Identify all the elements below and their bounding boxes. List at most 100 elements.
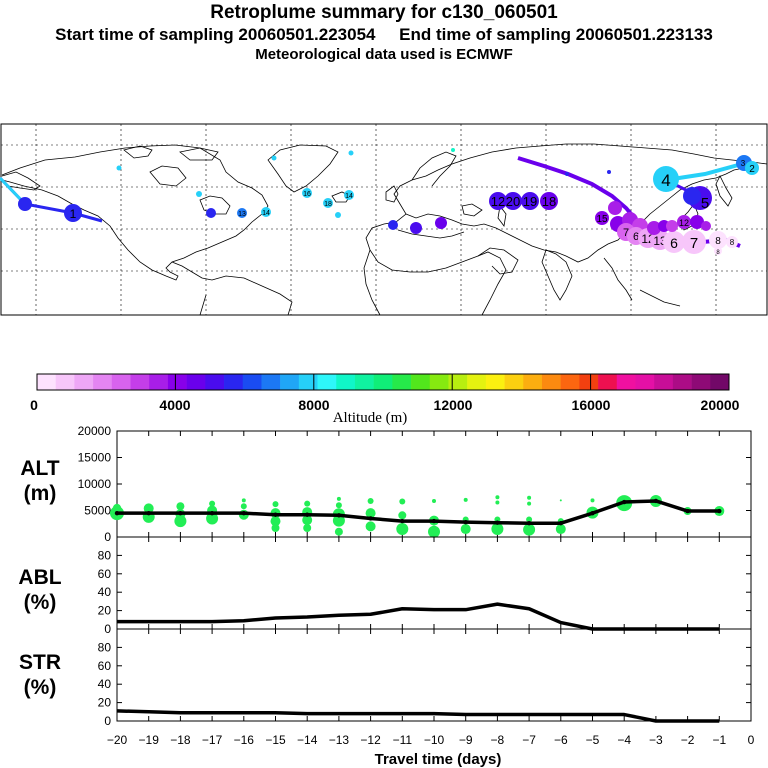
plume-day-label: 6 — [633, 231, 639, 243]
plume-distribution-point — [240, 503, 247, 510]
y-tick-label: 5000 — [84, 504, 111, 518]
alt-line — [117, 499, 720, 525]
plume-marker — [348, 150, 354, 156]
colorbar-swatch — [560, 374, 580, 390]
x-tick-label: −9 — [459, 733, 473, 747]
plume-marker — [595, 211, 609, 225]
x-tick-label: −19 — [139, 733, 160, 747]
alt-data-point — [653, 498, 659, 504]
y-tick-label: 10000 — [78, 477, 112, 491]
plume-day-label: 12 — [491, 194, 505, 209]
plume-distribution-point — [143, 503, 154, 514]
plume-marker — [196, 191, 202, 197]
colorbar-swatch — [37, 374, 57, 390]
plume-marker — [116, 165, 122, 171]
plume-day-label: 6 — [670, 235, 678, 251]
colorbar-tick-label: 0 — [30, 397, 38, 413]
abl-line — [117, 602, 720, 631]
str-panel-unit: (%) — [24, 676, 57, 699]
plume-marker — [653, 166, 679, 192]
colorbar-swatch — [242, 374, 262, 390]
x-axis-title: Travel time (days) — [375, 751, 502, 768]
colorbar-swatch — [429, 374, 449, 390]
colorbar-swatch — [710, 374, 730, 390]
plume-distribution-point — [523, 523, 536, 536]
plume-distribution-point — [334, 527, 343, 536]
sampling-times: Start time of sampling 20060501.223054 E… — [0, 25, 768, 45]
alt-data-point — [622, 499, 627, 505]
plume-day-label: 1 — [70, 207, 77, 221]
alt-data-point — [685, 508, 690, 514]
plume-distribution-point — [113, 503, 121, 512]
x-tick-label: −7 — [522, 733, 536, 747]
plume-distribution-point — [428, 525, 440, 538]
colorbar-swatch — [280, 374, 300, 390]
plume-distribution-point — [491, 523, 504, 536]
x-tick-label: −10 — [424, 733, 445, 747]
plume-distribution-point — [527, 495, 532, 500]
x-tick-label: −13 — [329, 733, 350, 747]
y-tick-label: 20 — [98, 696, 112, 710]
coastlines — [1, 143, 768, 316]
colorbar-swatch — [635, 374, 655, 390]
plume-day-label: 13 — [238, 211, 246, 218]
plume-distribution-point — [270, 516, 281, 527]
colorbar-swatch — [616, 374, 636, 390]
plume-day-label: 8 — [730, 238, 735, 247]
colorbar-swatch — [392, 374, 412, 390]
plume-distribution-point — [460, 524, 471, 535]
x-tick-label: −20 — [107, 733, 128, 747]
plume-distribution-point — [399, 498, 406, 505]
colorbar-swatch — [523, 374, 543, 390]
plume-marker — [607, 170, 611, 174]
plume-distribution-point — [590, 498, 595, 503]
plume-marker — [451, 148, 455, 152]
plume-marker — [64, 204, 82, 222]
alt-data-point — [590, 510, 595, 516]
plume-distribution-point — [209, 500, 216, 507]
alt-data-point — [146, 510, 151, 516]
y-tick-label: 15000 — [78, 451, 112, 465]
y-tick-label: 80 — [98, 548, 112, 562]
plume-distribution-point — [336, 496, 341, 501]
plume-day-label: 4 — [661, 171, 670, 190]
plume-marker — [540, 192, 558, 210]
plume-marker — [435, 217, 447, 229]
x-tick-label: −6 — [554, 733, 568, 747]
plume-marker — [726, 236, 738, 248]
plume-marker — [521, 192, 539, 210]
alt-data-point — [431, 518, 437, 524]
plume-marker — [344, 190, 354, 200]
colorbar-tick-labels: 0 4000 8000 12000 16000 20000 — [30, 397, 740, 413]
plume-marker — [302, 188, 312, 198]
colorbar-swatch — [55, 374, 75, 390]
colorbar-swatch — [541, 374, 561, 390]
plume-day-label: 8 — [716, 250, 720, 256]
y-tick-label: 60 — [98, 659, 112, 673]
x-tick-label: −2 — [681, 733, 695, 747]
plume-day-label: 7 — [690, 235, 698, 252]
plume-distribution-point — [271, 523, 280, 532]
plume-distribution-point — [527, 501, 532, 506]
colorbar-swatch — [598, 374, 618, 390]
map-frame — [0, 123, 768, 316]
plume-marker — [206, 208, 216, 218]
colorbar-title: Altitude (m) — [333, 410, 408, 426]
colorbar-swatch — [111, 374, 131, 390]
colorbar-swatch — [654, 374, 674, 390]
alt-data-point — [495, 520, 500, 525]
colorbar-swatch — [74, 374, 94, 390]
plume-day-label: 14 — [345, 193, 353, 200]
plume-marker — [714, 247, 722, 255]
plume-day-label: 19 — [523, 194, 537, 209]
plume-marker — [323, 198, 333, 208]
plume-distribution-point — [304, 500, 311, 507]
y-tick-label: 0 — [104, 622, 111, 636]
met-data-note: Meteorological data used is ECMWF — [255, 46, 513, 63]
colorbar-swatch — [186, 374, 206, 390]
plume-distribution-point — [365, 521, 376, 532]
alt-panel-unit: (m) — [24, 482, 57, 505]
plume-marker — [663, 231, 685, 253]
x-tick-label: −1 — [712, 733, 726, 747]
